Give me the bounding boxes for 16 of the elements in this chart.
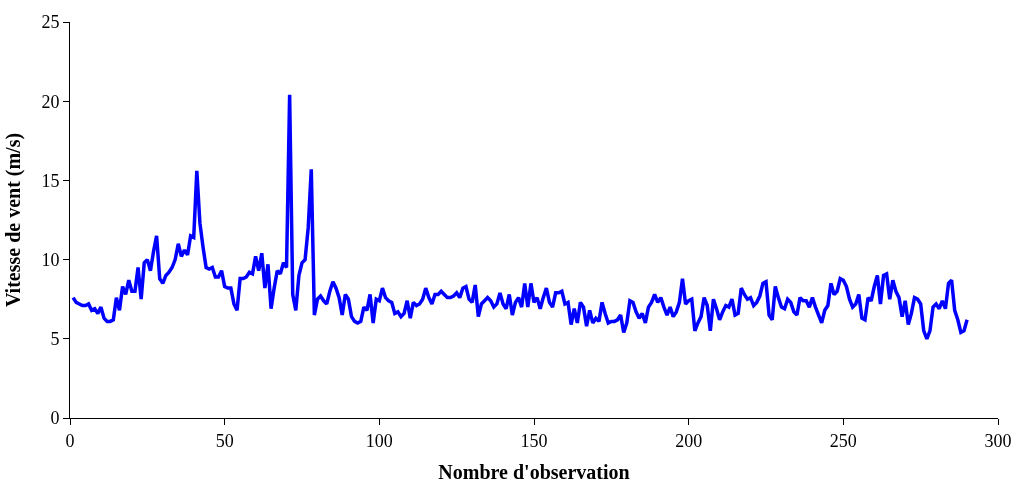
y-tick-label: 15 (41, 170, 60, 191)
y-tick-label: 20 (41, 91, 60, 112)
x-tick-label: 300 (984, 430, 1012, 451)
x-tick-label: 50 (215, 430, 234, 451)
y-tick-label: 5 (50, 329, 60, 350)
x-tick-label: 100 (365, 430, 393, 451)
x-tick-label: 0 (65, 430, 75, 451)
y-tick-label: 25 (41, 12, 60, 33)
y-tick-label: 0 (50, 408, 60, 429)
line-series (71, 93, 969, 341)
x-axis-title: Nombre d'observation (438, 461, 630, 484)
x-tick-label: 150 (520, 430, 548, 451)
x-tick-label: 200 (675, 430, 703, 451)
y-axis-title: Vitesse de vent (m/s) (1, 132, 25, 308)
y-tick-label: 10 (41, 249, 60, 270)
x-tick-label: 250 (829, 430, 857, 451)
